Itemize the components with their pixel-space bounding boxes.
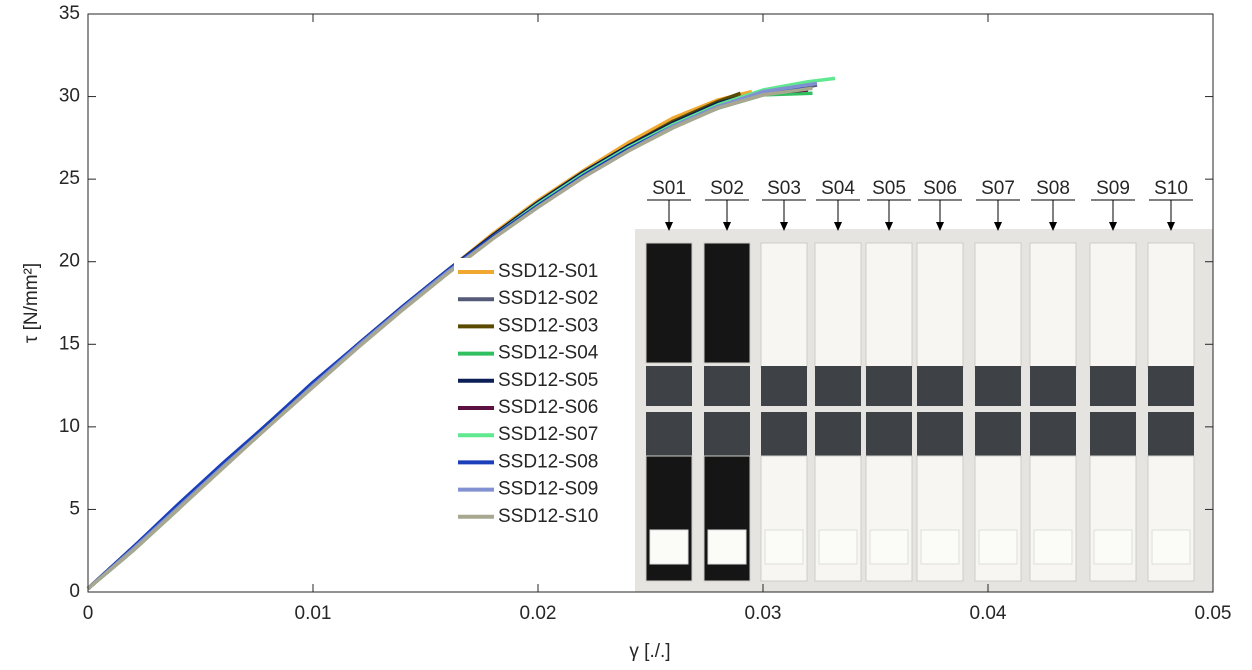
legend-box — [454, 258, 632, 530]
specimen-tag — [869, 529, 909, 565]
specimen-label: S10 — [1154, 178, 1188, 199]
x-axis-label: γ [./.] — [629, 641, 670, 662]
specimen-label: S07 — [981, 178, 1015, 199]
specimen-core — [917, 366, 963, 406]
y-tick-label: 0 — [69, 581, 80, 602]
specimen-tag — [1151, 529, 1191, 565]
specimen-tag — [818, 529, 858, 565]
arrow-head — [936, 222, 944, 231]
arrow-head — [994, 222, 1002, 231]
specimen-top — [760, 242, 808, 369]
specimen-label: S03 — [767, 178, 801, 199]
arrow-head — [1167, 222, 1175, 231]
specimen-top — [1029, 242, 1077, 369]
arrow-head — [1109, 222, 1117, 231]
specimen-tag — [1093, 529, 1133, 565]
x-tick-label: 0.04 — [970, 603, 1007, 624]
specimen-top — [974, 242, 1022, 369]
specimen-tag — [920, 529, 960, 565]
specimen-core — [761, 412, 807, 456]
specimen-label: S04 — [821, 178, 855, 199]
arrow-head — [780, 222, 788, 231]
specimen-core — [761, 366, 807, 406]
specimen-core — [1148, 412, 1194, 456]
specimen-core — [815, 412, 861, 456]
specimen-label: S08 — [1036, 178, 1070, 199]
specimen-core — [1148, 366, 1194, 406]
x-tick-label: 0.02 — [520, 603, 557, 624]
x-tick-label: 0.03 — [745, 603, 782, 624]
arrow-head — [665, 222, 673, 231]
specimen-photo — [635, 229, 1213, 592]
specimen-core — [704, 366, 750, 406]
specimen-core — [1030, 366, 1076, 406]
y-tick-label: 20 — [59, 251, 80, 272]
x-tick-label: 0.05 — [1195, 603, 1232, 624]
y-tick-label: 10 — [59, 416, 80, 437]
legend-label: SSD12-S01 — [498, 261, 598, 282]
arrow-head — [885, 222, 893, 231]
legend-label: SSD12-S06 — [498, 397, 598, 418]
specimen-core — [704, 412, 750, 456]
arrow-head — [834, 222, 842, 231]
specimen-top — [1089, 242, 1137, 369]
specimen-label: S05 — [872, 178, 906, 199]
x-tick-label: 0 — [83, 603, 94, 624]
legend-label: SSD12-S02 — [498, 288, 598, 309]
arrow-head — [1049, 222, 1057, 231]
specimen-top — [916, 242, 964, 369]
specimen-tag — [649, 529, 689, 565]
specimen-core — [815, 366, 861, 406]
specimen-core — [866, 366, 912, 406]
y-tick-label: 25 — [59, 168, 80, 189]
y-tick-label: 5 — [69, 498, 80, 519]
legend-label: SSD12-S10 — [498, 506, 598, 527]
specimen-tag — [764, 529, 804, 565]
specimen-core — [975, 366, 1021, 406]
series-line — [86, 86, 813, 591]
legend-label: SSD12-S05 — [498, 370, 598, 391]
specimen-label: S01 — [652, 178, 686, 199]
legend-label: SSD12-S09 — [498, 479, 598, 500]
specimen-top — [703, 242, 751, 364]
y-tick-label: 30 — [59, 86, 80, 107]
specimen-top — [645, 242, 693, 364]
specimen-tag — [1033, 529, 1073, 565]
specimen-label: S09 — [1096, 178, 1130, 199]
legend-label: SSD12-S03 — [498, 315, 598, 336]
x-tick-label: 0.01 — [295, 603, 332, 624]
arrow-head — [723, 222, 731, 231]
y-tick-label: 35 — [59, 3, 80, 24]
specimen-core — [866, 412, 912, 456]
specimen-top — [1147, 242, 1195, 369]
legend-label: SSD12-S04 — [498, 343, 599, 364]
specimen-label: S02 — [710, 178, 744, 199]
y-tick-label: 15 — [59, 333, 80, 354]
specimen-tag — [978, 529, 1018, 565]
specimen-core — [1090, 412, 1136, 456]
specimen-core — [975, 412, 1021, 456]
y-axis-label: τ [N/mm²] — [21, 263, 42, 343]
specimen-core — [646, 366, 692, 406]
axes-frame — [87, 13, 1214, 593]
specimen-tag — [707, 529, 747, 565]
specimen-label: S06 — [923, 178, 957, 199]
legend-label: SSD12-S08 — [498, 451, 598, 472]
specimen-top — [814, 242, 862, 369]
specimen-top — [865, 242, 913, 369]
specimen-core — [646, 412, 692, 456]
legend-label: SSD12-S07 — [498, 424, 598, 445]
specimen-core — [917, 412, 963, 456]
specimen-core — [1090, 366, 1136, 406]
specimen-core — [1030, 412, 1076, 456]
